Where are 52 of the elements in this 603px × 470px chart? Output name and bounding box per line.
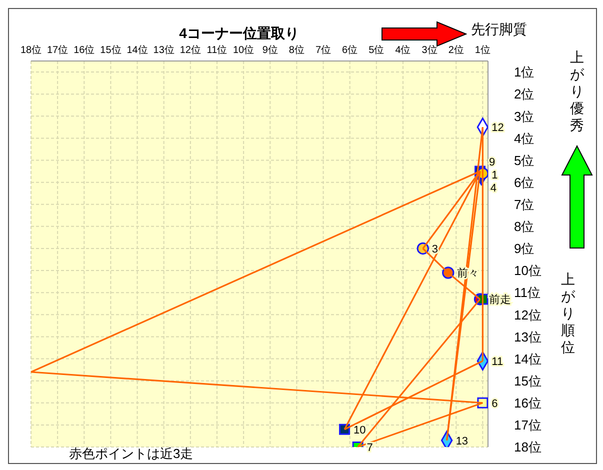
- x-tick-label: 3位: [422, 44, 438, 56]
- annotation: 10: [354, 424, 366, 436]
- annotation: 3: [432, 243, 438, 256]
- y-tick-label: 6位: [514, 174, 534, 190]
- y-tick-label: 13位: [514, 329, 542, 344]
- y-tick-label: 16位: [514, 396, 542, 410]
- x-tick-label: 6位: [342, 44, 358, 56]
- y-tick-label: 5位: [514, 152, 534, 168]
- y-tick-label: 3位: [514, 108, 534, 124]
- annotation: 1: [492, 169, 498, 182]
- annotation: 6: [492, 398, 498, 410]
- y-axis-title: 上がり順位: [560, 271, 576, 356]
- x-tick-label: 4位: [395, 44, 411, 56]
- x-tick-label: 13位: [153, 44, 174, 56]
- text: 上がり優秀: [569, 49, 585, 134]
- y-tick-label: 12位: [514, 307, 542, 322]
- x-tick-label: 18位: [20, 44, 42, 56]
- annotation: 9: [489, 156, 496, 168]
- y-tick-label: 7位: [514, 196, 534, 212]
- y-tick-label: 15位: [514, 373, 542, 388]
- x-tick-label: 15位: [100, 44, 122, 56]
- x-axis-title: 4コーナー位置取り: [178, 25, 300, 43]
- annotation: 12: [492, 122, 504, 134]
- annotation: 前走: [489, 293, 512, 306]
- x-tick-label: 11位: [206, 44, 228, 56]
- x-tick-label: 17位: [47, 44, 68, 56]
- x-tick-label: 16位: [74, 44, 95, 56]
- y-tick-label: 10位: [514, 263, 542, 278]
- x-tick-label: 5位: [368, 44, 384, 56]
- x-tick-label: 2位: [448, 44, 464, 56]
- y-tick-label: 14位: [514, 351, 542, 366]
- annotation: 7: [366, 442, 373, 454]
- x-tick-label: 1位: [474, 44, 490, 56]
- x-tick-label: 14位: [126, 44, 148, 56]
- y-tick-label: 17位: [514, 418, 542, 433]
- y-tick-label: 1位: [514, 64, 534, 80]
- text: 先行脚質: [471, 21, 527, 39]
- x-tick-label: 7位: [315, 44, 332, 56]
- y-tick-label: 9位: [514, 241, 534, 256]
- annotation: 11: [492, 356, 504, 368]
- y-tick-label: 18位: [514, 440, 542, 455]
- annotation: 13: [456, 435, 468, 448]
- x-tick-label: 8位: [288, 44, 304, 56]
- y-tick-label: 8位: [514, 219, 534, 234]
- y-tick-label: 11位: [514, 285, 540, 300]
- x-tick-label: 12位: [180, 44, 201, 56]
- x-tick-label: 10位: [232, 44, 254, 56]
- y-tick-label: 4位: [514, 130, 534, 146]
- y-tick-label: 2位: [514, 86, 534, 102]
- x-tick-label: 9位: [262, 44, 278, 56]
- annotation: 4: [490, 182, 496, 195]
- annotation: 赤色ポイントは近3走: [69, 445, 194, 463]
